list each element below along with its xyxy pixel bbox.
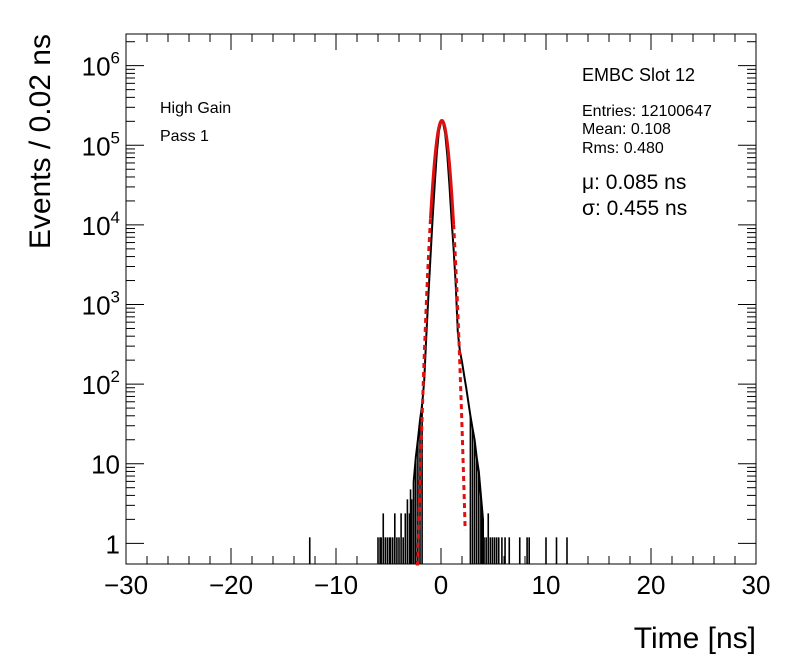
pass-label: Pass 1 — [160, 128, 209, 145]
x-axis-ticks: −30 −20 −10 0 10 20 30 — [104, 34, 771, 600]
y-tick-exponent: 4 — [111, 208, 120, 227]
y-tick-base: 10 — [82, 370, 111, 400]
x-tick-label: 20 — [637, 570, 666, 600]
y-tick-label: 105 — [82, 128, 120, 161]
fit-mu-label: μ: 0.085 ns — [582, 171, 686, 194]
x-tick-label: −10 — [314, 570, 358, 600]
y-tick-exponent: 5 — [111, 128, 120, 147]
y-tick-label: 1 — [106, 529, 120, 559]
y-axis-title: Events / 0.02 ns — [24, 34, 57, 249]
fit-curve-solid — [429, 118, 456, 225]
y-tick-label: 106 — [82, 49, 120, 82]
y-tick-exponent: 6 — [111, 49, 120, 68]
fit-layer — [415, 118, 467, 566]
y-tick-base: 10 — [82, 131, 111, 161]
x-tick-label: 0 — [434, 570, 448, 600]
stats-entries: Entries: 12100647 — [582, 103, 712, 120]
fit-sigma-label: σ: 0.455 ns — [582, 197, 687, 220]
y-tick-base: 10 — [82, 52, 111, 82]
x-tick-label: 30 — [742, 570, 771, 600]
y-tick-label: 102 — [82, 367, 120, 400]
slot-label: EMBC Slot 12 — [582, 65, 695, 85]
y-tick-exponent: 3 — [111, 288, 120, 307]
gain-label: High Gain — [160, 100, 231, 117]
x-axis-title: Time [ns] — [634, 622, 756, 655]
y-tick-exponent: 2 — [111, 367, 120, 386]
x-tick-label: −30 — [104, 570, 148, 600]
fit-curve-left-dashed — [415, 218, 432, 566]
y-tick-label: 104 — [82, 208, 120, 241]
fit-curve-right-dashed — [452, 224, 467, 531]
y-tick-base: 10 — [82, 291, 111, 321]
stats-rms: Rms: 0.480 — [582, 140, 664, 157]
x-tick-label: 10 — [532, 570, 561, 600]
y-tick-label: 103 — [82, 288, 120, 321]
x-tick-label: −20 — [209, 570, 253, 600]
stats-mean: Mean: 0.108 — [582, 121, 671, 138]
histogram-layer — [308, 119, 568, 564]
y-tick-base: 10 — [91, 450, 120, 480]
y-tick-label: 10 — [91, 450, 120, 480]
y-tick-base: 10 — [82, 211, 111, 241]
y-tick-base: 1 — [106, 529, 120, 559]
